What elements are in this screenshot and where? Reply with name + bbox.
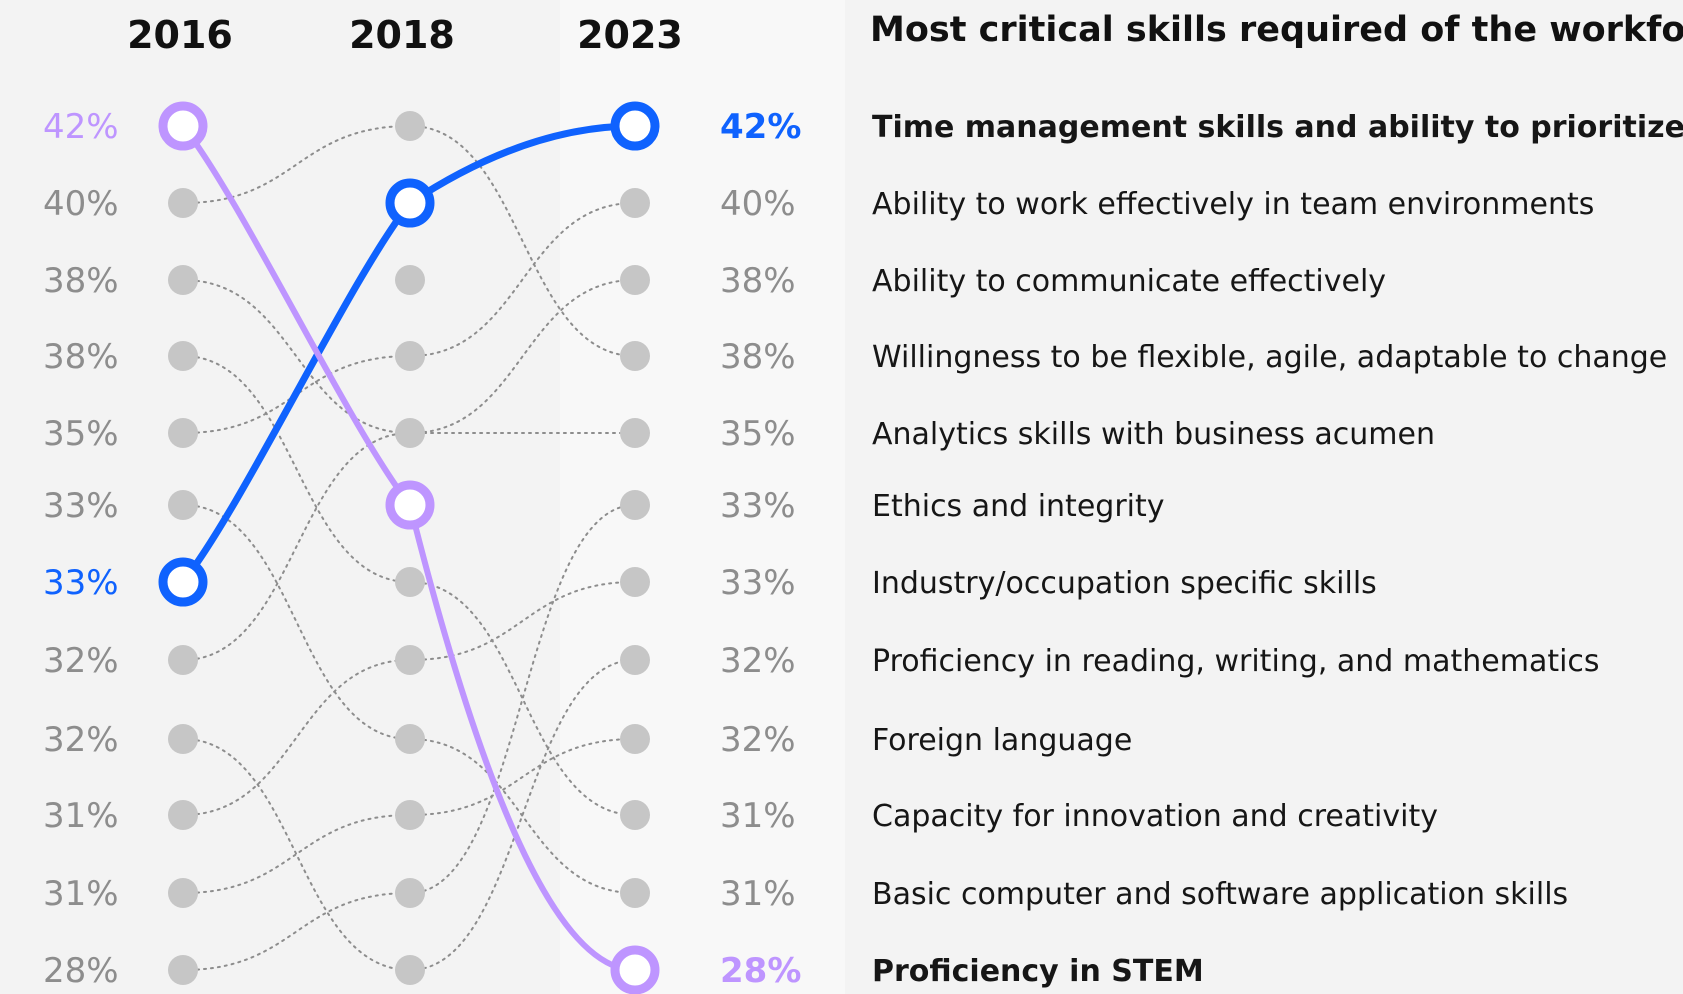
skill-label: Proficiency in reading, writing, and mat… xyxy=(872,644,1600,679)
highlight-line-0 xyxy=(179,122,639,586)
dot-2016-rank-3 xyxy=(168,265,198,295)
right-value-label: 33% xyxy=(720,486,796,526)
dot-2016-rank-8 xyxy=(168,645,198,675)
dot-2018-rank-11 xyxy=(395,878,425,908)
highlight-dot-11-2016 xyxy=(158,101,208,151)
dot-2023-rank-7 xyxy=(620,567,650,597)
skill-label: Ability to work effectively in team envi… xyxy=(872,187,1594,222)
dot-2016-rank-9 xyxy=(168,724,198,754)
highlight-dot-11-2018 xyxy=(385,480,435,530)
connector-line-5-0 xyxy=(182,892,411,971)
dot-2023-rank-3 xyxy=(620,265,650,295)
right-value-label: 38% xyxy=(720,261,796,301)
dot-2023-rank-9 xyxy=(620,724,650,754)
dot-2018-rank-3 xyxy=(395,265,425,295)
year-2018-label: 2018 xyxy=(349,13,455,57)
dot-2023-rank-5 xyxy=(620,418,650,448)
right-value-label: 40% xyxy=(720,184,796,224)
left-value-label: 28% xyxy=(43,951,119,991)
dot-2023-rank-6 xyxy=(620,490,650,520)
connector-line-7-0 xyxy=(182,738,411,971)
dot-2023-rank-4 xyxy=(620,341,650,371)
skill-label: Willingness to be flexible, agile, adapt… xyxy=(872,340,1667,375)
skill-label: Basic computer and software application … xyxy=(872,877,1568,912)
right-value-label: 33% xyxy=(720,563,796,603)
dot-2023-rank-10 xyxy=(620,800,650,830)
dot-2018-rank-1 xyxy=(395,111,425,141)
connector-line-8-0 xyxy=(182,814,411,894)
skill-label: Analytics skills with business acumen xyxy=(872,417,1435,452)
connector-line-3-1 xyxy=(409,125,636,357)
skill-label: Time management skills and ability to pr… xyxy=(872,110,1683,145)
connector-line-3-0 xyxy=(182,125,411,204)
right-value-label: 42% xyxy=(720,107,801,147)
dot-2018-rank-7 xyxy=(395,567,425,597)
left-value-label: 31% xyxy=(43,874,119,914)
left-value-label: 33% xyxy=(43,486,119,526)
highlight-dot-0-2018 xyxy=(385,178,435,228)
right-value-label: 31% xyxy=(720,874,796,914)
dot-2018-rank-4 xyxy=(395,341,425,371)
dot-2018-rank-10 xyxy=(395,800,425,830)
connector-line-6-0 xyxy=(182,659,411,816)
dot-2018-rank-9 xyxy=(395,724,425,754)
skill-label: Industry/occupation specific skills xyxy=(872,566,1377,601)
highlight-column-2023 xyxy=(560,0,845,994)
connector-line-9-1 xyxy=(409,581,636,816)
dot-2016-rank-6 xyxy=(168,490,198,520)
value-and-skill-labels: 42% 40% 38% 38% 35% 33% 33% 32% 32% 31% 31% 28% 42% T… xyxy=(43,107,1683,991)
highlight-dot-0-2016 xyxy=(158,557,208,607)
left-value-label: 38% xyxy=(43,337,119,377)
dot-2023-rank-2 xyxy=(620,188,650,218)
left-value-label: 42% xyxy=(43,107,119,147)
dot-2018-rank-12 xyxy=(395,955,425,985)
skill-label: Foreign language xyxy=(872,723,1132,758)
connector-line-1-0 xyxy=(182,355,411,434)
highlight-dots xyxy=(158,101,660,994)
left-value-label: 38% xyxy=(43,261,119,301)
highlight-dot-11-2023 xyxy=(610,945,660,994)
right-value-label: 32% xyxy=(720,720,796,760)
right-value-label: 28% xyxy=(720,951,801,991)
connector-line-10-0 xyxy=(182,504,411,740)
dot-2018-rank-5 xyxy=(395,418,425,448)
dot-2016-rank-5 xyxy=(168,418,198,448)
left-value-label: 31% xyxy=(43,796,119,836)
connector-line-1-1 xyxy=(409,202,636,357)
year-2016-label: 2016 xyxy=(127,13,233,57)
skill-label: Capacity for innovation and creativity xyxy=(872,799,1438,834)
highlight-dot-0-2023 xyxy=(610,101,660,151)
left-value-label: 35% xyxy=(43,414,119,454)
connector-line-6-1 xyxy=(409,581,636,661)
skill-label: Ability to communicate effectively xyxy=(872,264,1386,299)
connector-line-8-1 xyxy=(409,738,636,816)
connector-line-2-0 xyxy=(182,279,411,434)
chart-title: Most critical skills required of the wor… xyxy=(870,10,1683,50)
right-value-label: 38% xyxy=(720,337,796,377)
dot-2023-rank-11 xyxy=(620,878,650,908)
connector-line-9-0 xyxy=(182,355,411,583)
right-value-label: 35% xyxy=(720,414,796,454)
dot-2023-rank-8 xyxy=(620,645,650,675)
dot-2016-rank-4 xyxy=(168,341,198,371)
connector-line-10-1 xyxy=(409,738,636,894)
year-2023-label: 2023 xyxy=(577,13,683,57)
dot-2016-rank-11 xyxy=(168,878,198,908)
left-value-label: 32% xyxy=(43,641,119,681)
left-value-label: 32% xyxy=(43,720,119,760)
dot-2016-rank-10 xyxy=(168,800,198,830)
right-value-label: 32% xyxy=(720,641,796,681)
left-value-label: 40% xyxy=(43,184,119,224)
skill-label: Ethics and integrity xyxy=(872,489,1165,524)
skill-label: Proficiency in STEM xyxy=(872,954,1204,989)
connector-line-2-1 xyxy=(409,279,636,434)
dot-2016-rank-12 xyxy=(168,955,198,985)
right-value-label: 31% xyxy=(720,796,796,836)
dot-2018-rank-8 xyxy=(395,645,425,675)
dot-2016-rank-2 xyxy=(168,188,198,218)
left-value-label: 33% xyxy=(43,563,119,603)
